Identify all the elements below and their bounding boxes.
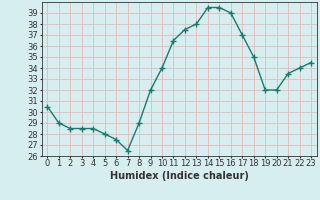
X-axis label: Humidex (Indice chaleur): Humidex (Indice chaleur)	[110, 171, 249, 181]
